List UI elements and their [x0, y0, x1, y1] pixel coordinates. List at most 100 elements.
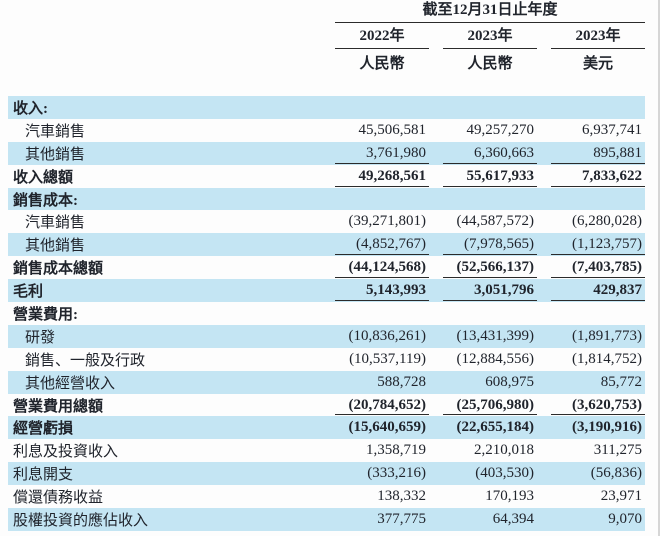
table-row: 銷售、一般及行政 (10,537,119) (12,884,556) (1,814,7…: [8, 348, 645, 371]
row-label: 其他銷售: [25, 238, 86, 255]
row-label: 研發: [25, 329, 56, 346]
cell-2023-usd: (1,814,752): [572, 350, 642, 367]
table-row: 其他經營收入 588,728 608,975 85,772: [8, 370, 645, 394]
cell-2023-usd: 23,971: [600, 488, 642, 505]
cell-2022-rmb: 377,775: [377, 510, 426, 527]
cell-2023-rmb: 64,394: [492, 510, 534, 527]
cell-2022-rmb: [335, 302, 429, 325]
cell-2023-usd: 7,833,622: [551, 165, 645, 188]
cell-2023-rmb: (52,566,137): [443, 256, 537, 279]
table-row: 營業費用總額 (20,784,652) (25,706,980) (3,620,753…: [8, 394, 645, 417]
cell-2022-rmb: 5,143,993: [335, 279, 429, 302]
column-header-year-2022: 2022年: [335, 28, 429, 49]
cell-2023-usd: 9,070: [608, 510, 642, 527]
table-row: 收入:: [8, 96, 645, 119]
table-header-currency-row: 人民幣 人民幣 美元: [8, 55, 645, 73]
table-row: 經營虧損 (15,640,659) (22,655,184) (3,190,916): [8, 416, 645, 440]
column-header-year-2023-rmb: 2023年: [443, 28, 537, 49]
income-statement-table: 截至12月31日止年度 2022年 2023年 2023年 人民幣 人民幣 美元…: [8, 2, 645, 531]
cell-2023-rmb: (12,884,556): [456, 350, 535, 367]
table-row: 汽車銷售 (39,271,801) (44,587,572) (6,280,028): [8, 210, 645, 233]
column-header-year-2023-usd: 2023年: [551, 28, 645, 49]
cell-2022-rmb: (10,537,119): [349, 350, 426, 367]
cell-2022-rmb: (4,852,767): [335, 233, 429, 256]
financial-table-body: 收入: 汽車銷售 45,506,581 49,257,270 6,937,741 其他銷售…: [8, 96, 645, 531]
cell-2022-rmb: (44,124,568): [335, 256, 429, 279]
cell-2022-rmb: 138,332: [377, 488, 426, 505]
cell-2023-rmb: (44,587,572): [456, 213, 535, 230]
cell-2023-usd: (3,190,916): [572, 419, 642, 436]
cell-2022-rmb: (20,784,652): [335, 394, 429, 417]
table-row: 其他銷售 3,761,980 6,360,663 895,881: [8, 141, 645, 165]
row-label: 毛利: [13, 284, 44, 301]
cell-2023-rmb: [443, 188, 537, 211]
cell-2023-rmb: (22,655,184): [456, 419, 535, 436]
cell-2023-rmb: 170,193: [485, 488, 534, 505]
table-header-period-row: 截至12月31日止年度: [8, 2, 645, 23]
cell-2022-rmb: 588,728: [377, 373, 426, 390]
table-row: 利息及投資收入 1,358,719 2,210,018 311,275: [8, 439, 645, 462]
cell-2023-usd: (7,403,785): [551, 256, 645, 279]
cell-2022-rmb: (39,271,801): [348, 213, 427, 230]
table-row: 股權投資的應佔收入 377,775 64,394 9,070: [8, 508, 645, 531]
cell-2023-usd: 429,837: [551, 279, 645, 302]
cell-2023-rmb: [443, 302, 537, 325]
cell-2022-rmb: [335, 96, 429, 119]
cell-2022-rmb: 49,268,561: [335, 165, 429, 188]
cell-2023-usd: 311,275: [593, 442, 642, 459]
header-spacer: [8, 28, 321, 49]
cell-2023-usd: 6,937,741: [582, 121, 642, 138]
cell-2023-rmb: (403,530): [475, 465, 534, 482]
cell-2023-usd: (56,836): [590, 465, 642, 482]
table-row: 收入總額 49,268,561 55,617,933 7,833,622: [8, 165, 645, 188]
table-header-year-row: 2022年 2023年 2023年: [8, 28, 645, 49]
cell-2023-rmb: (25,706,980): [443, 394, 537, 417]
cell-2023-usd: [551, 96, 645, 119]
table-row: 毛利 5,143,993 3,051,796 429,837: [8, 279, 645, 303]
row-label: 銷售成本總額: [13, 261, 104, 278]
cell-2023-rmb: 49,257,270: [466, 121, 535, 138]
cell-2023-usd: [551, 188, 645, 211]
cell-2023-usd: [551, 302, 645, 325]
cell-2023-rmb: 6,360,663: [443, 142, 537, 165]
cell-2022-rmb: 3,761,980: [335, 142, 429, 165]
row-label: 銷售、一般及行政: [25, 352, 146, 369]
cell-2023-usd: (3,620,753): [551, 394, 645, 417]
cell-2022-rmb: (15,640,659): [348, 419, 427, 436]
row-label: 其他銷售: [25, 146, 86, 163]
cell-2023-usd: (1,123,757): [551, 233, 645, 256]
cell-2023-rmb: 55,617,933: [443, 165, 537, 188]
row-label: 營業費用總額: [13, 398, 104, 415]
column-header-currency-rmb-2022: 人民幣: [359, 56, 405, 72]
row-label: 經營虧損: [13, 421, 74, 438]
cell-2022-rmb: [335, 188, 429, 211]
header-spacer: [8, 55, 321, 73]
cell-2022-rmb: (10,836,261): [348, 327, 427, 344]
row-label: 利息及投資收入: [13, 444, 119, 461]
cell-2023-usd: (6,280,028): [572, 213, 642, 230]
cell-2023-usd: (1,891,773): [572, 327, 642, 344]
row-label: 股權投資的應佔收入: [13, 512, 149, 529]
table-row: 銷售成本總額 (44,124,568) (52,566,137) (7,403,785…: [8, 256, 645, 279]
cell-2023-rmb: [443, 96, 537, 119]
cell-2023-rmb: 3,051,796: [443, 279, 537, 302]
column-header-currency-usd-2023: 美元: [582, 56, 613, 72]
row-label: 汽車銷售: [25, 123, 86, 140]
row-label: 營業費用:: [13, 306, 78, 323]
row-label: 收入總額: [13, 169, 74, 186]
row-label: 利息開支: [13, 467, 74, 484]
cell-2023-rmb: 2,210,018: [474, 442, 534, 459]
column-header-currency-rmb-2023: 人民幣: [467, 56, 513, 72]
period-title: 截至12月31日止年度: [335, 2, 645, 23]
cell-2023-usd: 85,772: [600, 373, 642, 390]
cell-2022-rmb: (333,216): [367, 465, 426, 482]
cell-2023-usd: 895,881: [551, 142, 645, 165]
header-spacer: [8, 2, 321, 23]
table-row: 利息開支 (333,216) (403,530) (56,836): [8, 462, 645, 486]
cell-2023-rmb: 608,975: [485, 373, 534, 390]
row-label: 銷售成本:: [13, 192, 78, 209]
row-label: 其他經營收入: [25, 375, 116, 392]
row-label: 汽車銷售: [25, 215, 86, 232]
table-row: 償還債務收益 138,332 170,193 23,971: [8, 485, 645, 508]
